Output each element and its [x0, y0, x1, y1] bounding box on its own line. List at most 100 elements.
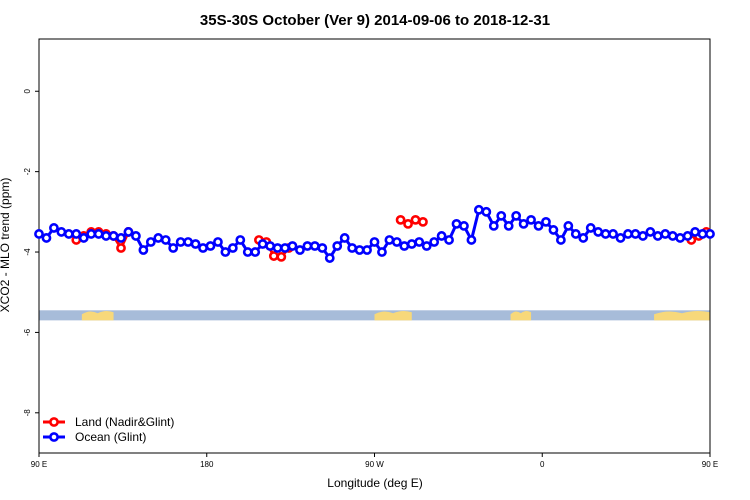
series-1-point — [421, 241, 432, 251]
series-1-point — [227, 243, 238, 253]
series-1-point — [682, 231, 693, 241]
series-1-point — [645, 227, 656, 237]
plot-layer: 90 E 180 90 W 0 90 E 0 -2 -4 -6 -8 — [23, 38, 718, 469]
series-1-point — [145, 237, 156, 247]
series-1-point — [183, 237, 194, 247]
series-1-point — [250, 247, 261, 257]
series-1-point — [697, 229, 708, 239]
series-0-point — [403, 218, 413, 229]
series-1-point — [175, 237, 186, 247]
series-1-point — [436, 231, 447, 241]
series-0-point — [116, 243, 126, 253]
series-1-point — [608, 229, 618, 239]
series-0-point — [268, 251, 279, 261]
series-1-point — [354, 245, 365, 255]
series-1-point — [362, 245, 372, 255]
series-1-point — [533, 221, 544, 231]
series-0-point — [418, 216, 428, 227]
y-tick-label-0: 0 — [23, 88, 32, 93]
series-1-point — [280, 243, 290, 253]
series-1-point — [317, 243, 328, 253]
series-1-point — [563, 221, 574, 231]
y-tick-label-3: -6 — [23, 328, 32, 336]
series-1-point — [49, 223, 59, 233]
x-tick-label-2: 90 W — [365, 460, 384, 469]
series-1-point — [630, 229, 641, 239]
series-1-point — [93, 229, 104, 239]
series-1-point — [578, 233, 589, 243]
y-tick-label-2: -4 — [23, 248, 32, 256]
series-1-point — [324, 253, 335, 263]
series-1-point — [198, 243, 208, 253]
series-1-point — [548, 225, 559, 235]
series-1-point — [257, 239, 268, 249]
series-1-point — [242, 247, 253, 257]
series-1-point — [56, 227, 67, 237]
series-1-point — [459, 221, 469, 231]
x-tick-label-4: 90 E — [702, 460, 718, 469]
y-tick-label-4: -8 — [23, 409, 32, 417]
series-1-point — [101, 231, 111, 241]
series-1-point — [451, 218, 462, 229]
series-1-point — [623, 229, 633, 239]
series-1-point — [391, 237, 402, 247]
series-1-point — [108, 231, 119, 241]
series-1-point — [444, 235, 454, 245]
x-tick-label-1: 180 — [200, 460, 214, 469]
series-1-point — [518, 218, 529, 229]
series-1-point — [205, 241, 216, 251]
series-1-point — [63, 229, 74, 239]
series-1-point — [555, 235, 566, 245]
series-1-point — [600, 229, 611, 239]
series-1-point — [570, 229, 581, 239]
series-0-point — [410, 214, 421, 225]
series-1-point — [652, 231, 663, 241]
series-1-point — [272, 243, 283, 253]
series-1-point — [190, 239, 201, 249]
series-1-point — [86, 229, 97, 239]
land-strip-segment-2 — [510, 311, 532, 321]
series-1-segment — [469, 209, 481, 241]
series-1-point — [332, 241, 343, 251]
legend: Land (Nadir&Glint)Ocean (Glint) — [43, 415, 174, 444]
legend-label-1: Ocean (Glint) — [75, 430, 146, 444]
legend-marker-1 — [49, 432, 59, 442]
series-1-point — [615, 233, 626, 243]
series-1-point — [213, 237, 223, 247]
x-axis-label: Longitude (deg E) — [327, 476, 422, 490]
x-tick-label-3: 0 — [540, 460, 545, 469]
series-1-point — [593, 227, 604, 237]
series-1-point — [116, 233, 126, 243]
series-1-point — [429, 237, 440, 247]
series-1-point — [377, 247, 387, 257]
series-1-point — [667, 231, 678, 241]
land-strip-segment-1 — [374, 311, 412, 321]
series-1-point — [309, 241, 320, 251]
series-1-point — [235, 235, 246, 245]
series-1-point — [138, 245, 149, 255]
series-0-point — [276, 251, 287, 262]
y-tick-label-1: -2 — [23, 168, 32, 176]
series-1-point — [503, 221, 514, 231]
series-1-point — [638, 231, 648, 241]
series-1-point — [585, 223, 596, 233]
series-1 — [34, 204, 715, 263]
series-1-point — [705, 229, 715, 239]
x-tick-label-0: 90 E — [31, 460, 47, 469]
series-1-point — [473, 204, 484, 215]
series-1-point — [131, 231, 141, 241]
legend-marker-0 — [49, 417, 59, 427]
series-1-point — [339, 233, 350, 243]
series-1-point — [160, 235, 171, 245]
series-1-point — [369, 237, 380, 247]
series-1-point — [660, 229, 671, 239]
land-strip-segment-3 — [654, 311, 710, 321]
series-1-point — [153, 233, 164, 243]
series-1-point — [78, 233, 89, 243]
series-1-point — [71, 229, 82, 239]
series-1-point — [481, 206, 492, 217]
series-1-point — [41, 233, 52, 243]
series-1-point — [287, 241, 298, 251]
